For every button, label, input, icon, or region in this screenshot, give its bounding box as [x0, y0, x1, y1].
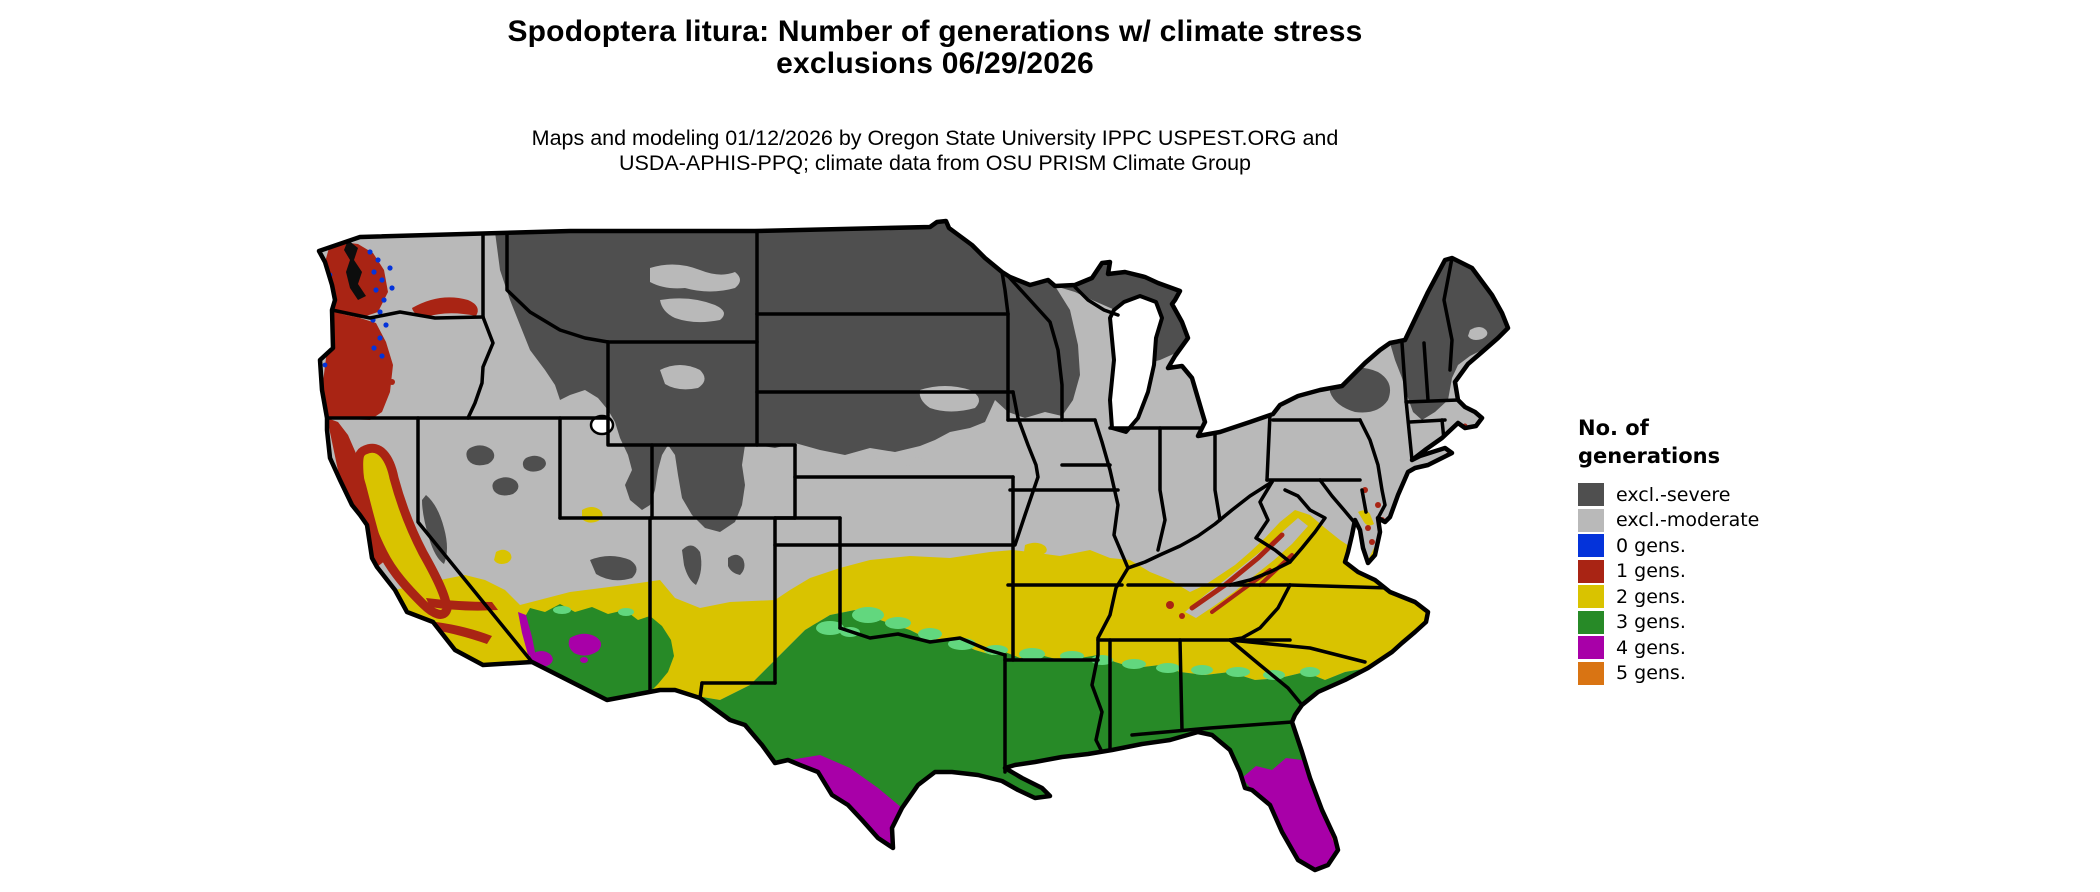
legend-item-2-gens: 2 gens. [1578, 584, 1878, 610]
legend-item-0-gens: 0 gens. [1578, 533, 1878, 559]
legend-item-1-gens: 1 gens. [1578, 559, 1878, 585]
legend-swatch-4-gens [1578, 636, 1604, 660]
legend-swatch-5-gens [1578, 661, 1604, 685]
region-sierra-gray [422, 495, 447, 564]
legend-swatch-3-gens [1578, 610, 1604, 634]
legend-items: excl.-severe excl.-moderate 0 gens. 1 ge… [1578, 482, 1878, 686]
legend: No. of generations excl.-severe excl.-mo… [1578, 414, 1878, 686]
legend-item-excl-moderate: excl.-moderate [1578, 508, 1878, 534]
legend-item-5-gens: 5 gens. [1578, 661, 1878, 687]
legend-swatch-2-gens [1578, 585, 1604, 609]
legend-swatch-excl-severe [1578, 483, 1604, 507]
region-excl-severe [466, 221, 1508, 628]
puget-sound [344, 240, 366, 300]
us-generations-map [230, 160, 1560, 892]
national-border [316, 218, 1511, 873]
title-line-1: Spodoptera litura: Number of generations… [507, 15, 1363, 48]
legend-item-4-gens: 4 gens. [1578, 635, 1878, 661]
region-5-gens [889, 828, 1342, 870]
state-borders [325, 226, 1460, 774]
legend-label: 3 gens. [1616, 611, 1686, 634]
legend-label: 2 gens. [1616, 585, 1686, 608]
legend-swatch-excl-moderate [1578, 508, 1604, 532]
legend-item-excl-severe: excl.-severe [1578, 482, 1878, 508]
conus-map-svg [316, 218, 1511, 873]
subtitle-line-2: USDA-APHIS-PPQ; climate data from OSU PR… [618, 151, 1252, 175]
legend-title-line-1: No. of [1578, 416, 1649, 440]
legend-title-line-2: generations [1578, 444, 1721, 468]
legend-swatch-0-gens [1578, 534, 1604, 558]
legend-item-3-gens: 3 gens. [1578, 610, 1878, 636]
legend-label: 5 gens. [1616, 662, 1686, 685]
lake-michigan [1108, 294, 1164, 434]
legend-swatch-1-gens [1578, 559, 1604, 583]
map-subtitle: Maps and modeling 01/12/2026 by Oregon S… [240, 126, 1630, 176]
legend-label: excl.-severe [1616, 483, 1731, 506]
subtitle-line-1: Maps and modeling 01/12/2026 by Oregon S… [531, 126, 1339, 150]
legend-label: 4 gens. [1616, 636, 1686, 659]
title-line-2: exclusions 06/29/2026 [776, 47, 1094, 80]
legend-label: 0 gens. [1616, 534, 1686, 557]
legend-label: excl.-moderate [1616, 509, 1760, 532]
map-title: Spodoptera litura: Number of generations… [240, 16, 1630, 80]
legend-label: 1 gens. [1616, 560, 1686, 583]
